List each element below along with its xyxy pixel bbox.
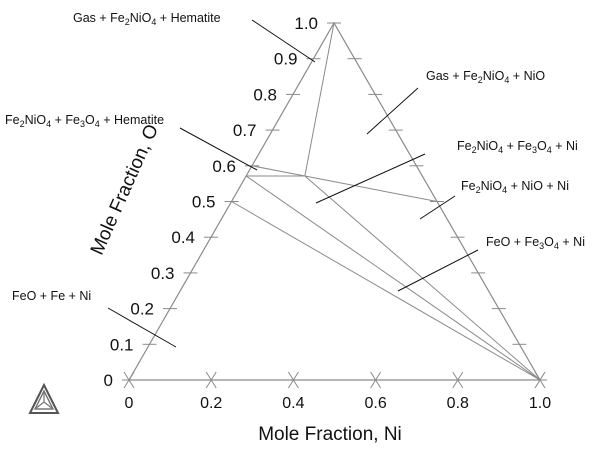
bottom-tick-label: 0.2: [200, 395, 222, 412]
tie-line: [245, 175, 541, 381]
leader-line-fe2nio4-nio-ni: [419, 195, 456, 220]
leader-line-fe2nio4-fe3o4-ni: [315, 153, 426, 204]
bottom-tick-label: 0.8: [447, 395, 469, 412]
leader-line-feo-fe3o4-ni: [397, 249, 479, 292]
bottom-tick-label: 0.4: [282, 395, 304, 412]
leader-line-gas-fe2nio4-hematite: [251, 19, 316, 63]
region-labels: Gas + Fe2NiO4 + Hematite Gas + Fe2NiO4 + …: [5, 11, 585, 303]
tick-mark: [452, 371, 464, 389]
leader-line-gas-fe2nio4-nio: [366, 87, 419, 135]
region-label-fe2nio4-fe3o4-hematite: Fe2NiO4 + Fe3O4 + Hematite: [5, 113, 164, 129]
left-tick-label: 0.1: [110, 335, 134, 354]
bottom-tick-label: 0: [125, 395, 134, 412]
left-tick-label: 0.4: [171, 228, 195, 247]
tie-line: [304, 22, 335, 177]
label-leader-lines: [107, 19, 479, 348]
region-label-fe2nio4-fe3o4-ni: Fe2NiO4 + Fe3O4 + Ni: [457, 139, 578, 155]
region-label-fe2nio4-nio-ni: Fe2NiO4 + NiO + Ni: [461, 179, 569, 195]
tick-mark: [287, 371, 299, 389]
tie-line: [304, 175, 438, 202]
leader-line-feo-fe-ni: [107, 307, 177, 348]
leader-line-fe2nio4-fe3o4-hematite: [179, 127, 258, 171]
tie-line: [251, 165, 305, 177]
bottom-tick-label: 1.0: [529, 395, 551, 412]
region-label-gas-fe2nio4-hematite: Gas + Fe2NiO4 + Hematite: [73, 11, 221, 27]
region-label-feo-fe-ni: FeO + Fe + Ni: [12, 289, 91, 303]
bottom-tick-label: 0.6: [364, 395, 386, 412]
left-tick-label: 0.7: [233, 121, 257, 140]
tick-mark: [370, 371, 382, 389]
left-tick-label: 0.3: [151, 264, 175, 283]
left-tick-label: 1.0: [294, 14, 318, 33]
left-tick-label: 0.5: [192, 193, 216, 212]
tick-mark: [205, 371, 217, 389]
left-tick-label: 0.2: [130, 300, 154, 319]
left-tick-label: 0.6: [212, 157, 236, 176]
region-label-gas-fe2nio4-nio: Gas + Fe2NiO4 + NiO: [426, 69, 545, 85]
left-tick-label: 0: [104, 371, 113, 390]
axis-numbers: 0 0.2 0.4 0.6 0.8 1.0 0 0.1 0.2 0.3 0.4 0.5 0.6 0.7 0.…: [104, 14, 552, 412]
left-axis-title: Mole Fraction, O: [87, 121, 163, 258]
tie-line: [231, 201, 541, 381]
thermo-calc-triangle-logo-icon: [28, 382, 60, 414]
left-tick-label: 0.9: [274, 50, 298, 69]
bottom-axis-title: Mole Fraction, Ni: [258, 424, 402, 445]
region-label-feo-fe3o4-ni: FeO + Fe3O4 + Ni: [486, 235, 585, 251]
tick-marks: [122, 22, 547, 389]
left-tick-label: 0.8: [253, 85, 277, 104]
